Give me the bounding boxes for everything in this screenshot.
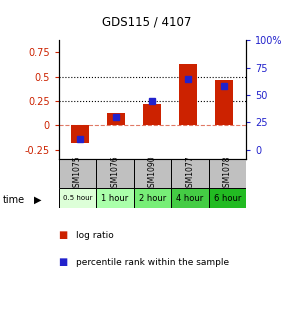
Bar <box>171 159 209 188</box>
Text: 4 hour: 4 hour <box>176 194 204 203</box>
Bar <box>209 188 246 208</box>
Text: ▶: ▶ <box>34 195 41 205</box>
Text: GSM1078: GSM1078 <box>223 156 232 192</box>
Bar <box>96 188 134 208</box>
Text: GSM1075: GSM1075 <box>73 156 82 192</box>
Text: ■: ■ <box>59 230 68 240</box>
Text: 2 hour: 2 hour <box>139 194 166 203</box>
Bar <box>96 159 134 188</box>
Text: GDS115 / 4107: GDS115 / 4107 <box>102 15 191 29</box>
Bar <box>143 104 161 125</box>
Bar <box>59 188 96 208</box>
Bar <box>171 188 209 208</box>
Text: log ratio: log ratio <box>76 231 114 240</box>
Text: GSM1077: GSM1077 <box>185 156 194 192</box>
Text: GSM1090: GSM1090 <box>148 156 157 192</box>
Text: percentile rank within the sample: percentile rank within the sample <box>76 258 229 266</box>
Bar <box>107 113 125 125</box>
Text: ■: ■ <box>59 257 68 267</box>
Text: 1 hour: 1 hour <box>101 194 129 203</box>
Bar <box>215 80 234 125</box>
Text: GSM1076: GSM1076 <box>110 156 119 192</box>
Bar <box>134 159 171 188</box>
Text: 0.5 hour: 0.5 hour <box>63 196 92 201</box>
Text: 6 hour: 6 hour <box>214 194 241 203</box>
Bar <box>59 159 96 188</box>
Bar <box>209 159 246 188</box>
Bar <box>134 188 171 208</box>
Bar <box>179 64 197 125</box>
Text: time: time <box>3 195 25 205</box>
Bar <box>71 125 89 143</box>
